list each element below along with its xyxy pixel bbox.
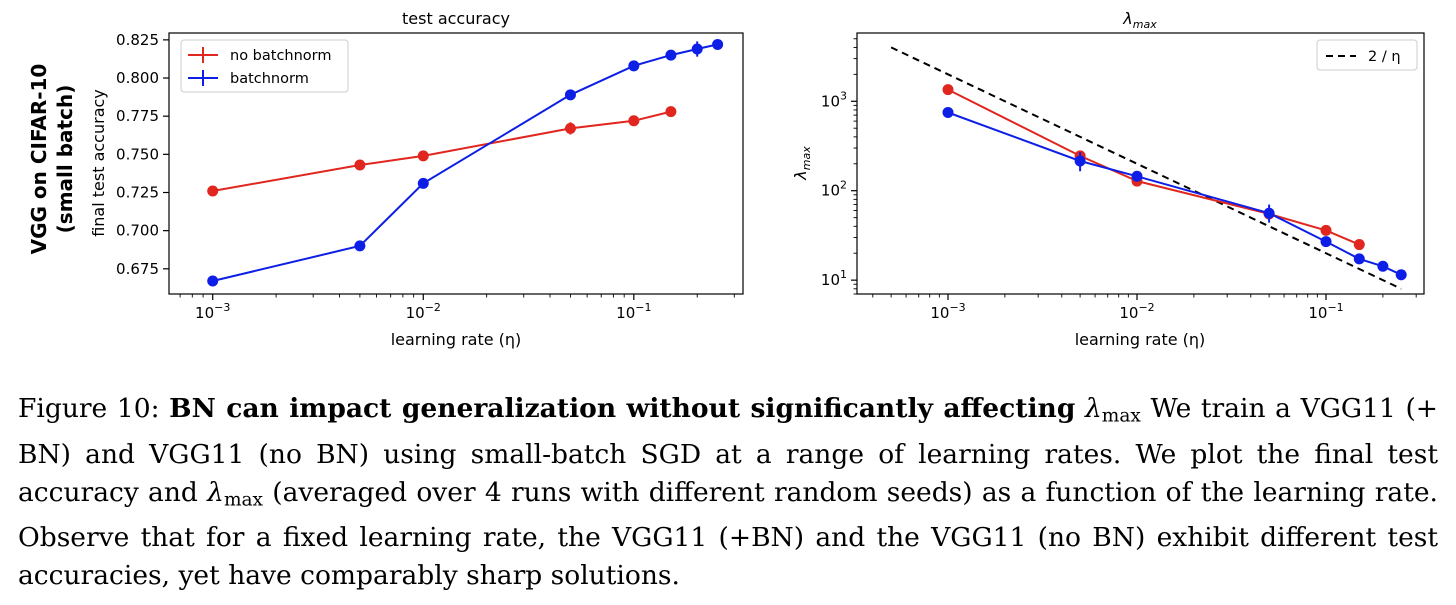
right-legend: 2 / η bbox=[1316, 39, 1418, 71]
left-plot-frame bbox=[168, 32, 744, 295]
right-plot-frame bbox=[856, 32, 1425, 295]
left-legend: no batchnorm batchnorm bbox=[180, 39, 349, 93]
c2-x-tick-label-0: 10−3 bbox=[930, 301, 965, 322]
c1-legend-label-1: batchnorm bbox=[230, 71, 309, 87]
caption-line1-rest: We train a bbox=[1150, 393, 1291, 424]
c1-x-tick-label-0: 10−3 bbox=[195, 301, 230, 322]
caption-line5: BN) exhibit different test accuracies, y… bbox=[18, 522, 1439, 592]
c2-legend-label-0: 2 / η bbox=[1368, 49, 1401, 65]
caption-lambda-sub-2: max bbox=[223, 489, 264, 511]
c2-y-tick-label-0: 101 bbox=[821, 268, 847, 289]
c1-series-1-point-0 bbox=[207, 275, 219, 287]
c2-x-tick-label-2: 10−1 bbox=[1308, 301, 1343, 322]
test-accuracy-chart: test accuracy learning rate (η) final te… bbox=[89, 9, 744, 349]
c2-y-tick-label-2: 103 bbox=[821, 89, 847, 110]
c1-y-tick-label-0: 0.675 bbox=[116, 260, 159, 278]
figure-canvas: VGG on CIFAR-10 (small batch) test accur… bbox=[27, 9, 1425, 349]
right-y-axis-label: λmax bbox=[791, 146, 813, 181]
c1-series-1-point-1 bbox=[354, 240, 366, 252]
caption-line4: the learning rate. Observe that for a fi… bbox=[18, 476, 1438, 554]
c2-series-2-line bbox=[947, 111, 1402, 276]
c2-series-2-point-3 bbox=[1263, 207, 1275, 219]
figure-caption: Figure 10: BN can impact generalization … bbox=[18, 390, 1438, 595]
c2-x-tick-label-1: 10−2 bbox=[1119, 301, 1154, 322]
c2-series-2-point-2 bbox=[1131, 170, 1143, 182]
c1-series-0-point-1 bbox=[354, 159, 366, 171]
c1-legend-label-0: no batchnorm bbox=[230, 48, 332, 64]
c2-series-2-point-6 bbox=[1377, 260, 1389, 272]
c1-series-0-point-2 bbox=[417, 150, 429, 162]
c1-y-tick-label-5: 0.800 bbox=[116, 69, 159, 87]
c1-series-1-point-7 bbox=[712, 38, 724, 50]
c2-series-0-line bbox=[890, 46, 1402, 290]
c1-series-1-point-5 bbox=[665, 49, 677, 61]
c1-x-tick-label-1: 10−2 bbox=[406, 301, 441, 322]
right-title-lambda: λ bbox=[1122, 9, 1132, 28]
caption-label: Figure 10: bbox=[18, 393, 160, 424]
c1-series-0-point-0 bbox=[207, 185, 219, 197]
c1-series-1-point-2 bbox=[417, 177, 429, 189]
c1-series-1-point-4 bbox=[628, 60, 640, 72]
c1-series-0-point-4 bbox=[628, 115, 640, 127]
c2-series-2-point-1 bbox=[1074, 155, 1086, 167]
c1-series-0-point-3 bbox=[564, 122, 576, 134]
lambda-max-chart: λmax learning rate (η) λmax 10−3 10−2 10−1… bbox=[791, 9, 1425, 349]
c1-y-tick-label-1: 0.700 bbox=[116, 222, 159, 240]
right-chart-title: λmax bbox=[1122, 9, 1157, 31]
right-ylabel-sub: max bbox=[800, 146, 813, 170]
c2-series-2-point-5 bbox=[1353, 253, 1365, 265]
c1-series-1-point-6 bbox=[691, 43, 703, 55]
right-x-axis-label: learning rate (η) bbox=[1075, 330, 1206, 349]
c1-x-tick-label-2: 10−1 bbox=[616, 301, 651, 322]
c1-y-tick-label-4: 0.775 bbox=[116, 107, 159, 125]
c1-series-1-point-3 bbox=[564, 89, 576, 101]
caption-line2: VGG11 (+ BN) and VGG11 (no BN) using sma… bbox=[18, 393, 1438, 470]
caption-line3-pre: the final test accuracy and bbox=[18, 438, 1438, 508]
left-chart-title: test accuracy bbox=[402, 9, 510, 28]
c2-series-2-point-0 bbox=[942, 106, 954, 118]
right-ylabel-lambda: λ bbox=[791, 170, 810, 180]
c2-series-1-line bbox=[947, 88, 1360, 246]
c2-series-2-point-7 bbox=[1395, 269, 1407, 281]
right-legend-box bbox=[1316, 39, 1418, 71]
caption-lambda-2: λ bbox=[207, 476, 224, 508]
row-label-line2: (small batch) bbox=[53, 85, 77, 234]
c2-y-tick-label-1: 102 bbox=[821, 179, 847, 200]
caption-line3-post: (averaged over 4 runs with different ran… bbox=[272, 476, 1192, 508]
row-label-line1: VGG on CIFAR-10 bbox=[27, 64, 51, 255]
c1-y-tick-label-2: 0.725 bbox=[116, 184, 159, 202]
c1-y-tick-label-6: 0.825 bbox=[116, 31, 159, 49]
c1-series-0-line bbox=[212, 110, 672, 192]
c1-series-0-point-5 bbox=[665, 106, 677, 118]
c2-series-2-point-4 bbox=[1320, 236, 1332, 248]
caption-lambda: λ bbox=[1085, 393, 1102, 424]
left-legend-box bbox=[180, 39, 349, 93]
caption-bold-title: BN can impact generalization without sig… bbox=[169, 393, 1076, 424]
c1-y-tick-label-3: 0.750 bbox=[116, 145, 159, 163]
left-x-axis-label: learning rate (η) bbox=[391, 330, 522, 349]
right-title-sub: max bbox=[1133, 18, 1157, 31]
caption-lambda-sub: max bbox=[1101, 405, 1141, 427]
c2-series-1-point-4 bbox=[1320, 224, 1332, 236]
c2-series-1-point-0 bbox=[942, 84, 954, 96]
c2-series-1-point-5 bbox=[1353, 239, 1365, 251]
left-y-axis-label: final test accuracy bbox=[89, 89, 108, 237]
